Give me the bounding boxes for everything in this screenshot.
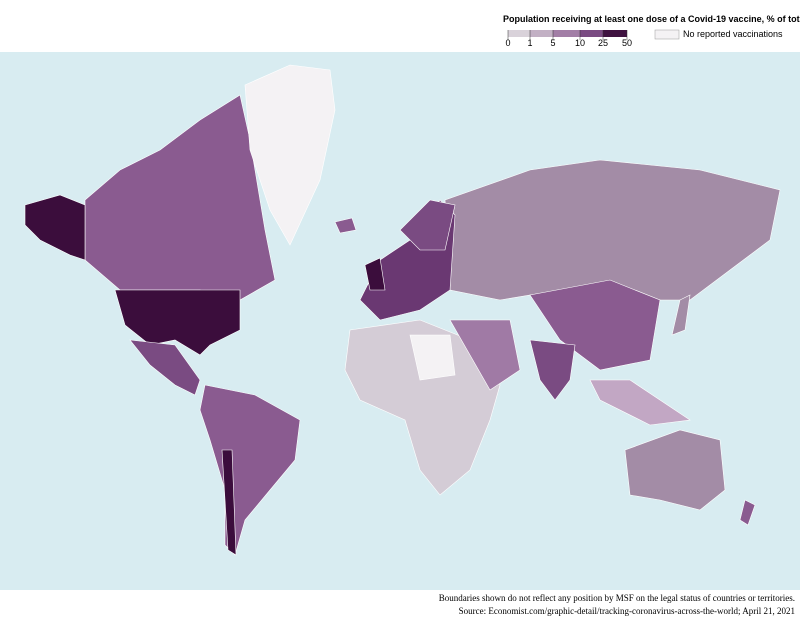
chile (221, 449, 237, 556)
legend-swatch (603, 30, 627, 37)
central-america (129, 339, 201, 396)
japan (671, 294, 691, 336)
legend-tick-label: 50 (622, 38, 632, 48)
legend-swatch (553, 30, 580, 37)
greenland (244, 64, 336, 246)
legend-tick-label: 1 (527, 38, 532, 48)
legend-swatch (580, 30, 603, 37)
scandinavia (399, 199, 456, 251)
southeast-asia (589, 379, 691, 426)
uk (364, 257, 386, 291)
alaska (24, 194, 86, 261)
footer-source: Source: Economist.com/graphic-detail/tra… (459, 606, 795, 616)
legend-tick-label: 5 (550, 38, 555, 48)
new-zealand (739, 499, 756, 526)
australia (624, 429, 726, 511)
legend-tick-label: 25 (598, 38, 608, 48)
china (529, 279, 661, 371)
iceland (334, 217, 357, 234)
middle-east (449, 319, 521, 391)
land (24, 64, 781, 556)
usa (114, 289, 241, 356)
legend-swatch (530, 30, 553, 37)
legend-no-data-swatch (654, 29, 680, 40)
sahara (409, 334, 456, 381)
legend-title: Population receiving at least one dose o… (503, 14, 800, 24)
legend-no-data-label: No reported vaccinations (683, 29, 783, 39)
footer-note: Boundaries shown do not reflect any posi… (439, 593, 795, 603)
legend-tick-label: 0 (505, 38, 510, 48)
russia (444, 159, 781, 301)
india (529, 339, 576, 401)
legend-swatch (508, 30, 530, 37)
south-america (199, 384, 301, 556)
legend-tick-label: 10 (575, 38, 585, 48)
